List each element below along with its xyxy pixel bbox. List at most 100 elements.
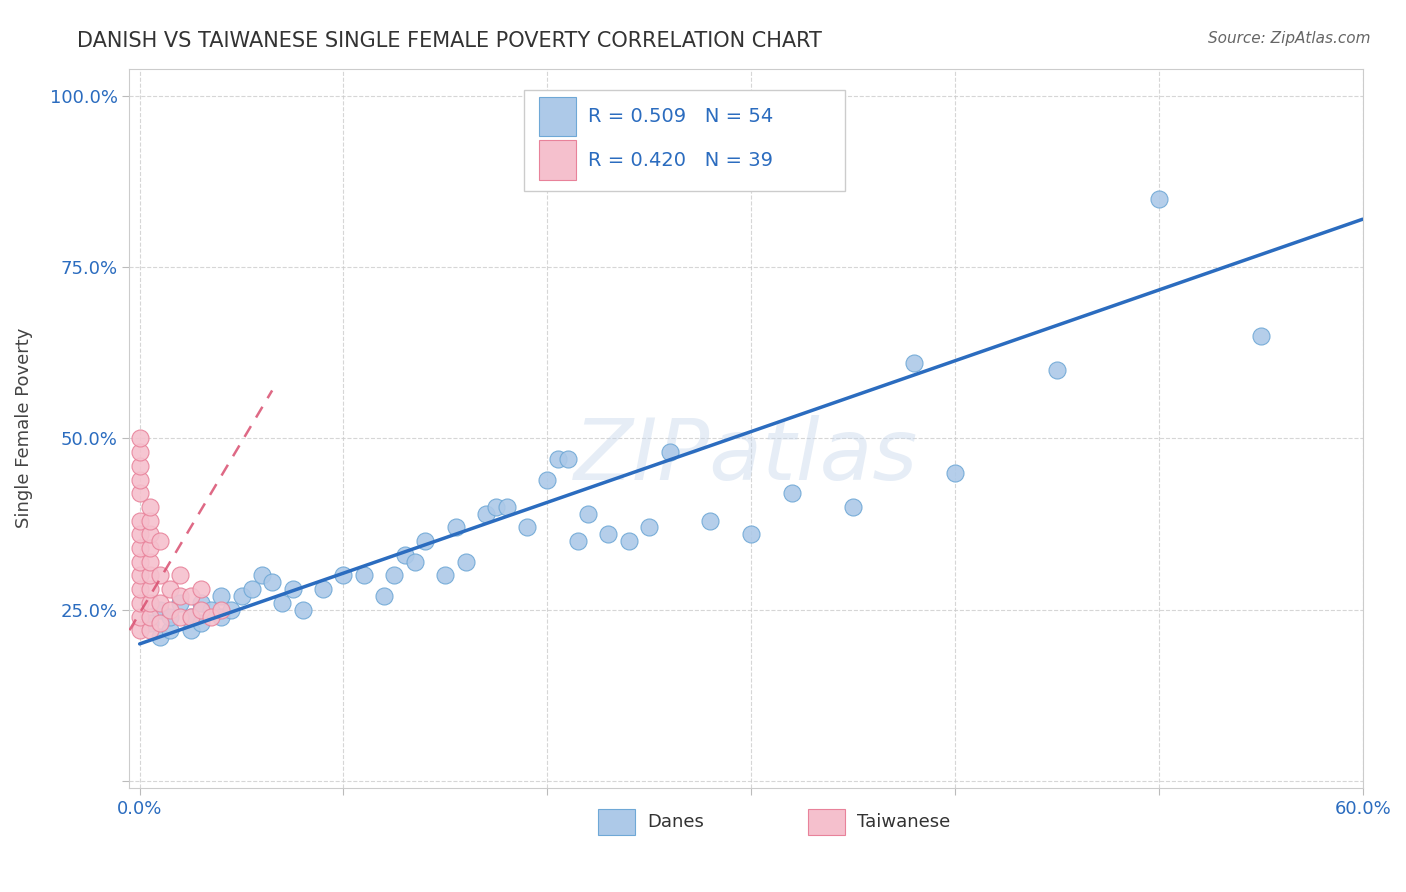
Point: [128, 445, 150, 459]
Point: [1250, 328, 1272, 343]
Point: [149, 596, 172, 610]
Point: [384, 568, 406, 582]
Point: [454, 555, 477, 569]
Point: [413, 534, 436, 549]
Point: [434, 568, 457, 582]
Point: [128, 568, 150, 582]
Point: [617, 534, 640, 549]
Point: [128, 458, 150, 473]
Point: [200, 609, 222, 624]
Point: [139, 527, 162, 541]
Point: [159, 624, 181, 638]
Bar: [538, 140, 576, 180]
Point: [353, 568, 375, 582]
Bar: [538, 96, 576, 136]
Point: [209, 609, 232, 624]
Point: [128, 541, 150, 555]
Point: [139, 568, 162, 582]
Point: [159, 609, 181, 624]
Point: [699, 514, 721, 528]
Point: [139, 609, 162, 624]
Point: [1046, 363, 1069, 377]
Point: [190, 602, 212, 616]
Point: [444, 520, 467, 534]
Point: [495, 500, 517, 514]
Point: [780, 486, 803, 500]
Point: [190, 596, 212, 610]
Point: [139, 616, 162, 631]
Point: [128, 609, 150, 624]
Text: DANISH VS TAIWANESE SINGLE FEMALE POVERTY CORRELATION CHART: DANISH VS TAIWANESE SINGLE FEMALE POVERT…: [77, 31, 823, 51]
Point: [394, 548, 416, 562]
Text: ZIPatlas: ZIPatlas: [574, 416, 918, 499]
FancyBboxPatch shape: [524, 90, 845, 191]
Point: [200, 602, 222, 616]
Point: [128, 555, 150, 569]
Point: [221, 602, 243, 616]
Point: [516, 520, 538, 534]
Point: [128, 514, 150, 528]
Point: [250, 568, 273, 582]
Point: [312, 582, 335, 596]
Point: [139, 500, 162, 514]
Point: [842, 500, 865, 514]
Point: [149, 568, 172, 582]
Point: [139, 541, 162, 555]
Point: [149, 602, 172, 616]
Point: [159, 602, 181, 616]
Point: [149, 534, 172, 549]
Point: [485, 500, 508, 514]
Point: [128, 431, 150, 445]
Point: [291, 602, 314, 616]
Point: [271, 596, 294, 610]
Point: [128, 596, 150, 610]
Point: [740, 527, 762, 541]
Point: [557, 452, 579, 467]
Point: [240, 582, 263, 596]
Text: R = 0.509   N = 54: R = 0.509 N = 54: [588, 107, 773, 126]
Point: [139, 624, 162, 638]
Point: [190, 582, 212, 596]
Point: [128, 486, 150, 500]
Point: [262, 575, 284, 590]
Point: [149, 616, 172, 631]
Bar: [807, 809, 845, 835]
Y-axis label: Single Female Poverty: Single Female Poverty: [15, 328, 32, 528]
Point: [128, 582, 150, 596]
Point: [180, 589, 202, 603]
Point: [332, 568, 354, 582]
Bar: [598, 809, 636, 835]
Point: [598, 527, 620, 541]
Point: [169, 596, 191, 610]
Point: [536, 473, 558, 487]
Text: Source: ZipAtlas.com: Source: ZipAtlas.com: [1208, 31, 1371, 46]
Point: [128, 624, 150, 638]
Point: [658, 445, 681, 459]
Point: [943, 466, 966, 480]
Point: [128, 473, 150, 487]
Point: [139, 596, 162, 610]
Point: [576, 507, 599, 521]
Point: [159, 582, 181, 596]
Point: [190, 616, 212, 631]
Point: [139, 514, 162, 528]
Point: [638, 520, 661, 534]
Text: R = 0.420   N = 39: R = 0.420 N = 39: [588, 151, 773, 169]
Point: [209, 602, 232, 616]
Point: [169, 568, 191, 582]
Point: [169, 589, 191, 603]
Point: [180, 609, 202, 624]
Point: [128, 527, 150, 541]
Point: [139, 582, 162, 596]
Point: [903, 356, 925, 370]
Point: [149, 630, 172, 644]
Point: [139, 555, 162, 569]
Text: Danes: Danes: [647, 814, 704, 831]
Point: [281, 582, 304, 596]
Point: [404, 555, 426, 569]
Point: [231, 589, 253, 603]
Point: [1147, 192, 1170, 206]
Point: [180, 609, 202, 624]
Point: [547, 452, 569, 467]
Point: [475, 507, 498, 521]
